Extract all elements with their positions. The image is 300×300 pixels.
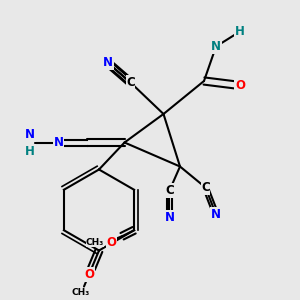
Text: C: C — [165, 184, 174, 197]
Text: O: O — [106, 236, 117, 249]
Text: O: O — [84, 268, 94, 281]
Text: H: H — [235, 25, 245, 38]
Text: CH₃: CH₃ — [71, 288, 89, 297]
Text: CH₃: CH₃ — [86, 238, 104, 247]
Text: H: H — [25, 145, 35, 158]
Text: N: N — [25, 128, 35, 142]
Text: N: N — [164, 211, 175, 224]
Text: N: N — [211, 40, 221, 53]
Text: N: N — [53, 136, 64, 149]
Text: C: C — [201, 181, 210, 194]
Text: N: N — [211, 208, 221, 221]
Text: N: N — [103, 56, 113, 70]
Text: O: O — [235, 79, 245, 92]
Text: C: C — [126, 76, 135, 89]
